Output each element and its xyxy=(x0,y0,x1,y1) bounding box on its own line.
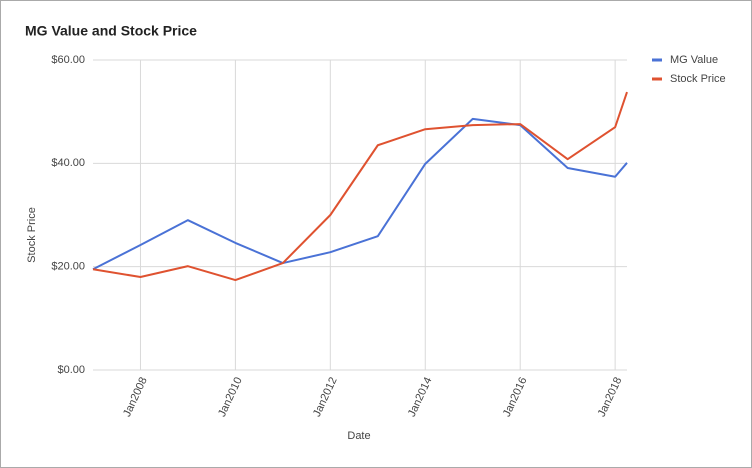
y-tick-label: $40.00 xyxy=(51,157,85,169)
series-line xyxy=(92,91,628,282)
y-tick-label: $20.00 xyxy=(51,261,85,273)
chart-title: MG Value and Stock Price xyxy=(25,23,197,39)
y-axis-label: Stock Price xyxy=(26,207,38,263)
legend-label: MG Value xyxy=(670,54,718,66)
legend-label: Stock Price xyxy=(670,73,726,85)
x-axis-label: Date xyxy=(347,430,370,442)
y-tick-label: $60.00 xyxy=(51,54,85,66)
series-line xyxy=(92,117,628,271)
y-tick-label: $0.00 xyxy=(57,364,85,376)
